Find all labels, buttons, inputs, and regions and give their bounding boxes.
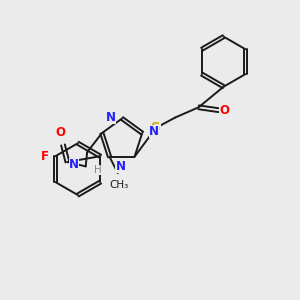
Text: N: N [106,110,116,124]
Text: N: N [149,125,159,138]
Text: CH₃: CH₃ [110,179,129,190]
Text: H: H [94,165,102,175]
Text: F: F [41,150,49,163]
Text: O: O [220,104,230,117]
Text: S: S [151,122,161,134]
Text: O: O [56,126,66,139]
Text: N: N [69,158,79,171]
Text: N: N [116,160,125,173]
